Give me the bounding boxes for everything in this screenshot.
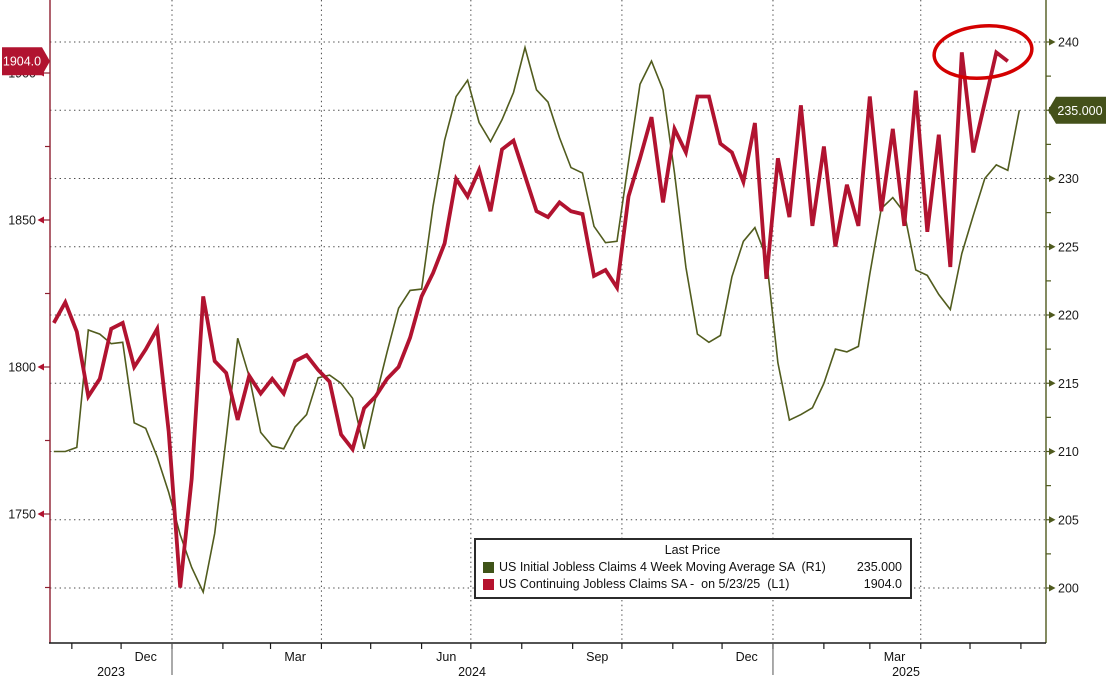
right-axis-tick-label: 215 bbox=[1058, 377, 1079, 391]
legend-label-continuing-claims: US Continuing Jobless Claims SA - on 5/2… bbox=[499, 577, 790, 591]
right-last-price-tag bbox=[1048, 96, 1106, 124]
left-last-price-text: 1904.0 bbox=[3, 55, 41, 69]
left-axis-tick-label: 1800 bbox=[8, 361, 36, 375]
legend-label-initial-claims: US Initial Jobless Claims 4 Week Moving … bbox=[499, 560, 826, 574]
chart-legend: Last Price US Initial Jobless Claims 4 W… bbox=[474, 538, 912, 599]
right-tick-arrow-icon bbox=[1049, 175, 1056, 182]
left-last-price-tag bbox=[2, 47, 50, 76]
month-label: Jun bbox=[436, 650, 456, 664]
left-axis-tick-label: 1850 bbox=[8, 214, 36, 228]
legend-value-initial-claims: 235.000 bbox=[856, 560, 902, 574]
series-swatch-red bbox=[483, 579, 494, 590]
right-last-price-text: 235.000 bbox=[1057, 104, 1102, 118]
month-label: Mar bbox=[284, 650, 306, 664]
series-line-l1 bbox=[52, 49, 1009, 588]
year-label: 2025 bbox=[892, 665, 920, 679]
right-axis-tick-label: 240 bbox=[1058, 36, 1079, 50]
right-tick-arrow-icon bbox=[1049, 38, 1056, 46]
legend-value-continuing-claims: 1904.0 bbox=[863, 577, 902, 591]
right-tick-arrow-icon bbox=[1049, 448, 1056, 455]
right-axis-tick-label: 200 bbox=[1058, 582, 1079, 596]
legend-row-initial-claims[interactable]: US Initial Jobless Claims 4 Week Moving … bbox=[483, 559, 902, 576]
right-axis-tick-label: 210 bbox=[1058, 445, 1079, 459]
right-tick-arrow-icon bbox=[1049, 243, 1056, 251]
month-label: Mar bbox=[884, 650, 906, 664]
left-tick-arrow-icon bbox=[37, 216, 44, 224]
right-tick-arrow-icon bbox=[1049, 584, 1056, 592]
left-tick-arrow-icon bbox=[37, 510, 44, 518]
year-label: 2023 bbox=[97, 665, 125, 679]
right-axis-tick-label: 205 bbox=[1058, 513, 1079, 527]
left-tick-arrow-icon bbox=[37, 363, 44, 371]
month-label: Sep bbox=[586, 650, 608, 664]
right-tick-arrow-icon bbox=[1049, 311, 1056, 319]
right-axis-tick-label: 220 bbox=[1058, 309, 1079, 323]
right-tick-arrow-icon bbox=[1049, 516, 1056, 524]
month-label: Dec bbox=[135, 650, 157, 664]
legend-row-continuing-claims[interactable]: US Continuing Jobless Claims SA - on 5/2… bbox=[483, 576, 902, 593]
month-label: Dec bbox=[736, 650, 758, 664]
series-line-r1 bbox=[53, 44, 1021, 595]
highlight-ellipse-annotation[interactable] bbox=[932, 22, 1034, 82]
right-axis-tick-label: 225 bbox=[1058, 240, 1079, 254]
series-swatch-green bbox=[483, 562, 494, 573]
right-tick-arrow-icon bbox=[1049, 379, 1056, 387]
year-label: 2024 bbox=[458, 665, 486, 679]
legend-title: Last Price bbox=[664, 543, 721, 557]
left-axis-tick-label: 1750 bbox=[8, 508, 36, 522]
right-axis-tick-label: 230 bbox=[1058, 172, 1079, 186]
